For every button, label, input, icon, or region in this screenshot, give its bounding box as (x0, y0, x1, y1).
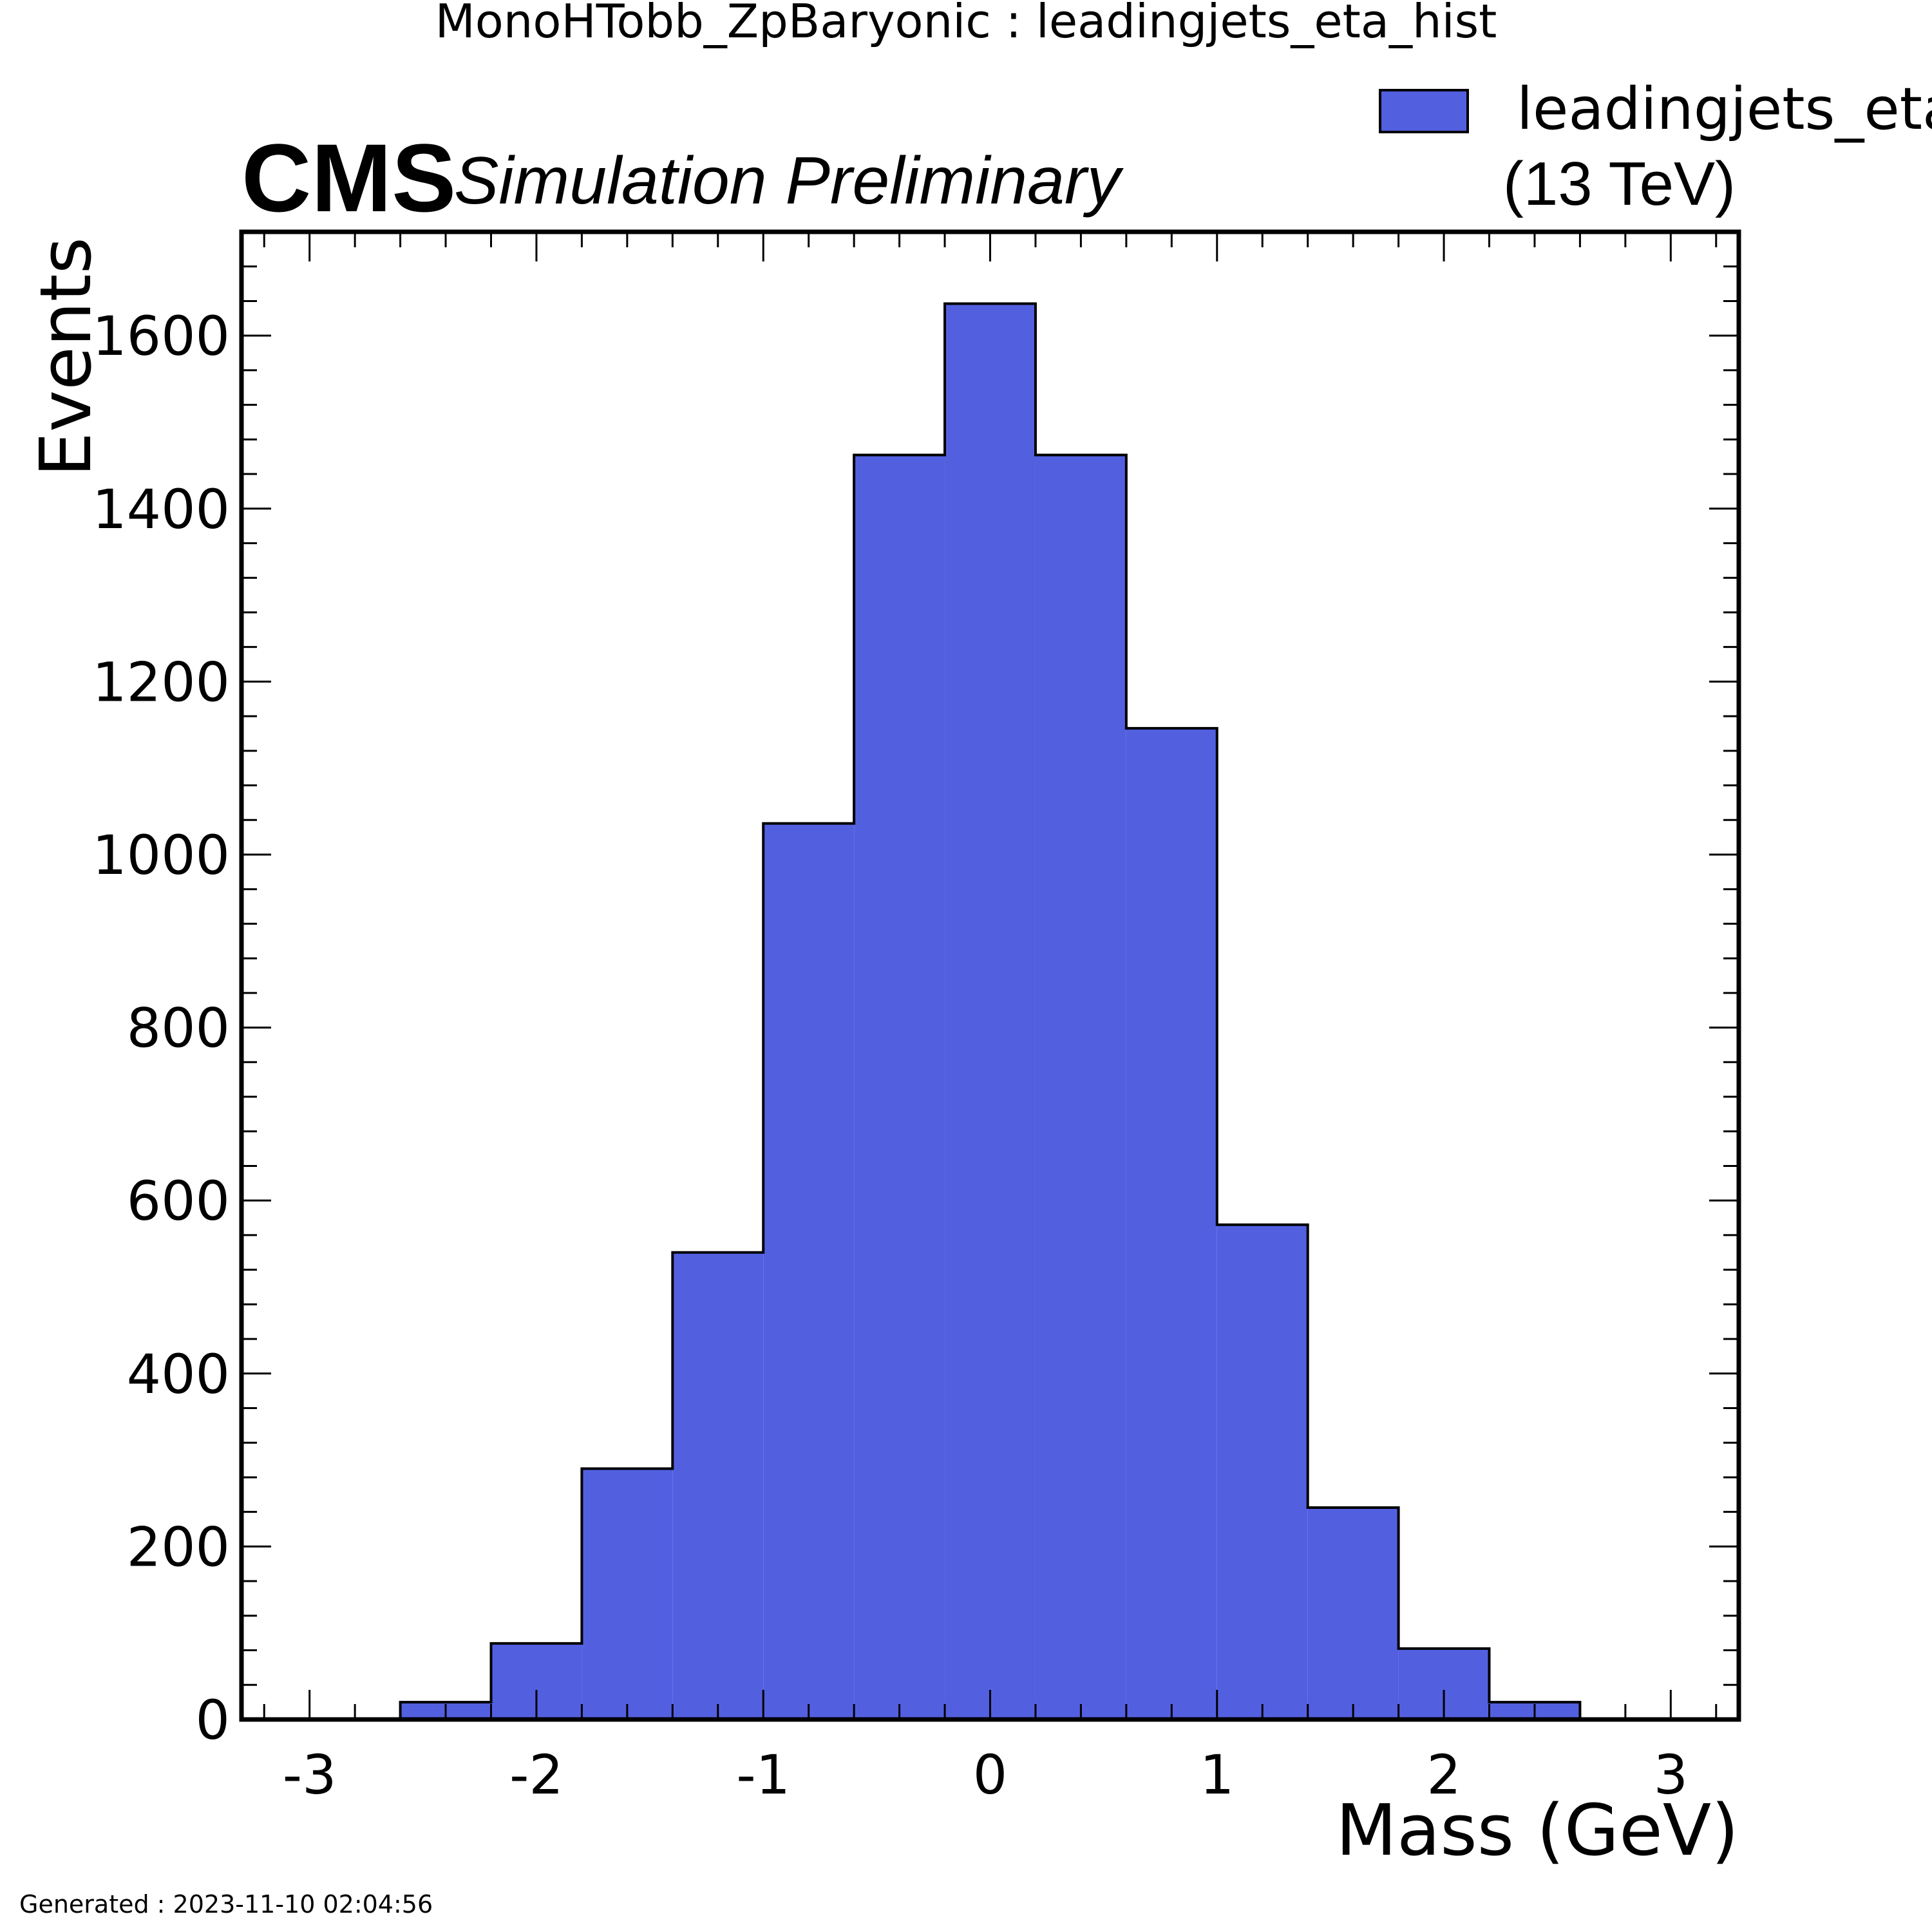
cms-logo: CMS (242, 124, 456, 232)
histogram-outline (309, 302, 1671, 1721)
y-tick-label: 1600 (92, 305, 230, 368)
energy-label: (13 TeV) (1503, 149, 1736, 218)
y-tick-label: 1200 (92, 650, 230, 714)
x-tick-label: -3 (283, 1743, 337, 1806)
footer-timestamp: Generated : 2023-11-10 02:04:56 (19, 1890, 433, 1918)
y-tick-label: 200 (127, 1515, 230, 1578)
histogram-bar (582, 1468, 673, 1719)
legend-swatch (1379, 89, 1469, 133)
x-tick-label: 1 (1200, 1743, 1234, 1806)
y-tick-label: 800 (127, 997, 230, 1060)
histogram-bar (763, 823, 855, 1719)
page-title: MonoHTobb_ZpBaryonic : leadingjets_eta_h… (435, 0, 1497, 48)
histogram-bar (1126, 728, 1217, 1719)
cms-label: Simulation Preliminary (454, 144, 1124, 218)
legend-label: leadingjets_eta_ (1517, 75, 1932, 143)
x-tick-label: -1 (736, 1743, 790, 1806)
y-tick-label: 1400 (92, 478, 230, 541)
histogram-bar (1307, 1507, 1399, 1719)
histogram-bars (400, 303, 1580, 1719)
legend: leadingjets_eta_ (1379, 75, 1932, 143)
histogram-bar (945, 303, 1036, 1719)
x-tick-label: -2 (509, 1743, 564, 1806)
y-tick-label: 400 (127, 1343, 230, 1406)
y-tick-label: 0 (196, 1689, 230, 1752)
histogram-bar (854, 455, 945, 1719)
x-tick-label: 3 (1654, 1743, 1688, 1806)
x-tick-label: 2 (1426, 1743, 1461, 1806)
x-tick-labels: -3 -2 -1 0 1 2 3 (283, 1743, 1688, 1806)
y-tick-label: 600 (127, 1170, 230, 1233)
y-tick-labels: 0 200 400 600 800 1000 1200 1400 1600 (92, 305, 230, 1752)
x-axis-label: Mass (GeV) (1336, 1789, 1739, 1871)
histogram-bar (1035, 455, 1126, 1719)
plot-frame (239, 229, 1741, 1722)
x-tick-label: 0 (973, 1743, 1007, 1806)
y-axis-label: Events (24, 237, 107, 477)
histogram-bar (1217, 1224, 1308, 1719)
histogram-bar (672, 1252, 764, 1719)
axis-ticks (242, 231, 1739, 1721)
y-tick-label: 1000 (92, 824, 230, 887)
